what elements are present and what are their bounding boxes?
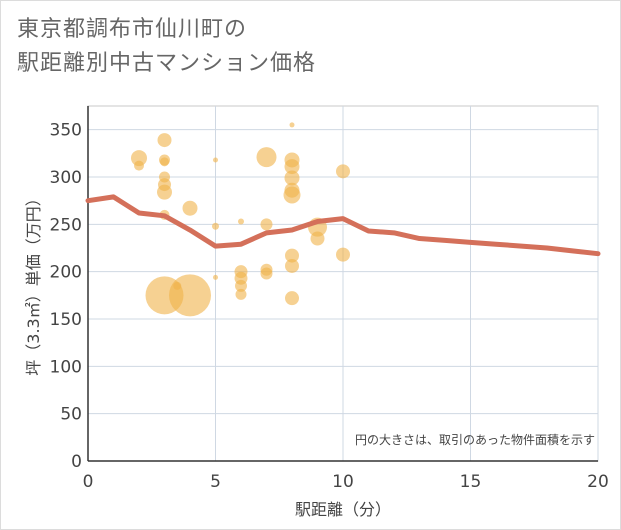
bubble-point-19 [235,279,247,292]
y-tick-labels: 0 50 100 150 200 250 300 350 [50,121,82,472]
y-tick-50: 50 [60,405,82,425]
bubble-point-4 [160,157,169,167]
bubble-size-note: 円の大きさは、取引のあった物件面積を示す [355,432,595,447]
bubble-point-11 [169,274,211,317]
chart-title-line-2: 駅距離別中古マンション価格 [17,51,317,76]
bubble-point-37 [336,247,350,262]
bubble-point-14 [212,222,219,230]
x-tick-15: 15 [460,472,482,492]
bubble-point-22 [260,218,273,231]
x-tick-20: 20 [587,472,609,492]
bubble-point-33 [285,291,299,306]
trend-line [85,194,601,257]
bubble-point-16 [238,218,244,225]
bubble-point-1 [134,160,144,171]
bubble-point-36 [336,164,350,179]
bubble-point-13 [213,157,218,163]
bubble-point-31 [285,248,299,263]
y-tick-150: 150 [50,310,82,330]
bubble-point-27 [284,159,300,175]
x-tick-labels: 0 5 10 15 20 [83,472,609,492]
bubble-point-12 [182,200,198,216]
y-tick-200: 200 [50,263,82,283]
bubble-point-35 [310,231,325,246]
x-tick-5: 5 [210,472,221,492]
bubble-point-15 [213,274,218,280]
bubble-point-0 [131,150,147,167]
bubble-point-20 [235,288,247,300]
y-axis-title: 坪（3.3㎡）単価（万円） [24,190,43,375]
x-tick-0: 0 [83,472,94,492]
y-tick-350: 350 [50,121,82,141]
bubble-point-24 [260,267,273,280]
grid-lines [87,106,599,462]
bubble-point-30 [283,186,301,204]
bubble-point-2 [157,133,172,148]
x-axis-title: 駅距離（分） [295,500,391,519]
chart-title: 東京都調布市仙川町の 駅距離別中古マンション価格 [17,13,316,81]
bubble-point-25 [289,122,295,128]
trend-line-group [85,194,601,257]
x-tick-10: 10 [332,472,354,492]
y-tick-100: 100 [50,357,82,377]
bubble-point-21 [256,147,277,168]
bubble-point-7 [157,184,172,200]
y-tick-0: 0 [71,452,82,472]
y-tick-300: 300 [50,168,82,188]
bubble-point-28 [284,170,300,186]
chart-title-line-1: 東京都調布市仙川町の [17,17,248,42]
y-tick-250: 250 [50,215,82,235]
bubble-point-32 [285,258,299,273]
